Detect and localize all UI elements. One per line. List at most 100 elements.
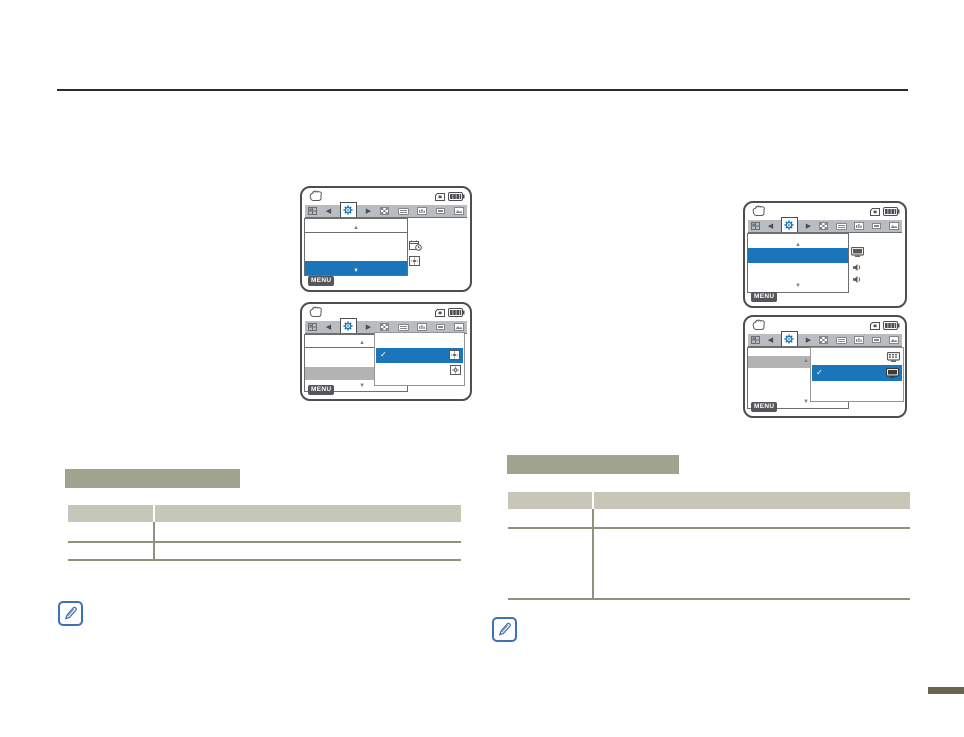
check-icon: ✓ <box>380 350 387 359</box>
check-icon: ✓ <box>816 368 823 377</box>
photo-tab-icon <box>453 323 464 331</box>
hand-grip-icon <box>308 190 323 202</box>
battery-full-icon <box>448 308 465 317</box>
photo-tab-icon <box>453 207 464 215</box>
menu-button: MENU <box>308 276 335 286</box>
tab-left-arrow-icon: ◀ <box>767 336 774 344</box>
battery-full-icon <box>448 192 465 201</box>
table-right-row <box>508 529 910 600</box>
scroll-up-icon: ▲ <box>795 242 801 248</box>
display-tab-icon <box>417 207 428 215</box>
usb-tab-icon <box>872 337 882 343</box>
option-popup: ✓ <box>810 347 904 402</box>
settings-tab-selected <box>780 331 798 346</box>
popup-option-row <box>375 363 464 378</box>
battery-full-icon <box>883 321 900 330</box>
header-rule <box>57 89 908 91</box>
speaker-icon <box>852 275 862 284</box>
scroll-down-icon: ▼ <box>795 283 801 289</box>
mode-grid-tab-icon <box>308 207 317 215</box>
menu-tab-bar: ◀ ▶ <box>305 318 467 334</box>
scroll-down-icon: ▼ <box>353 268 359 274</box>
table-left-row <box>68 522 461 543</box>
display-tab-icon <box>854 336 865 344</box>
scroll-up-icon: ▲ <box>353 225 359 231</box>
tv-display-icon <box>885 367 900 378</box>
tv-display-icon <box>850 246 865 257</box>
aspect-ratio-tab-icon <box>818 336 828 344</box>
menu-tab-bar: ◀ ▶ <box>748 331 902 347</box>
aspect-ratio-tab-icon <box>379 207 389 215</box>
usb-tab-icon <box>436 208 446 214</box>
hand-grip-icon <box>751 205 766 217</box>
option-popup: ✓ <box>374 332 465 386</box>
note-pencil-icon <box>58 601 83 626</box>
battery-full-icon <box>883 207 900 216</box>
mode-grid-tab-icon <box>751 222 760 230</box>
scroll-down-icon: ▼ <box>803 399 809 405</box>
tab-right-arrow-icon: ▶ <box>805 336 812 344</box>
popup-option-row <box>811 348 903 365</box>
storage-tab-icon <box>835 336 847 344</box>
aspect-ratio-tab-icon <box>818 222 828 230</box>
scroll-up-icon: ▲ <box>359 340 366 346</box>
selected-menu-row: ▼ <box>305 261 407 275</box>
status-indicators <box>870 321 900 330</box>
usb-tab-icon <box>436 324 446 330</box>
settings-gear-icon <box>343 321 354 331</box>
scroll-down-icon: ▼ <box>359 383 366 389</box>
tab-left-arrow-icon: ◀ <box>325 207 332 215</box>
date-time-icon <box>409 240 422 251</box>
mode-grid-tab-icon <box>308 323 317 331</box>
table-right-column-divider <box>592 509 594 600</box>
lcd-screen-settings-popup-1: ◀ ▶ ▲ ▼ ✓ MENU <box>300 302 472 401</box>
table-right-header-col1 <box>508 492 592 509</box>
memory-card-icon <box>870 321 880 330</box>
lcd-screen-settings-list-2: ◀ ▶ ▲ ▼ MENU <box>743 201 907 308</box>
usb-tab-icon <box>872 223 882 229</box>
popup-option-row <box>811 381 903 398</box>
section-title-bar-right <box>507 455 679 474</box>
status-indicators <box>435 308 465 317</box>
lcd-screen-settings-list-1: ◀ ▶ ▲ ▼ MENU <box>300 186 472 292</box>
popup-selected-option-row: ✓ <box>376 348 463 363</box>
lcd-screen-settings-popup-2: ◀ ▶ ▲ ▼ ✓ MENU <box>743 315 907 418</box>
lcd-option-icon <box>450 365 461 375</box>
menu-tab-bar: ◀ ▶ <box>305 202 467 218</box>
table-left-row <box>68 543 461 561</box>
storage-tab-icon <box>397 207 409 215</box>
display-tab-icon <box>417 323 428 331</box>
settings-gear-icon <box>784 220 795 230</box>
settings-gear-icon <box>343 205 354 215</box>
display-tab-icon <box>854 222 865 230</box>
scroll-up-icon: ▲ <box>803 358 809 364</box>
menu-tab-bar: ◀ ▶ <box>748 217 902 233</box>
aspect-ratio-tab-icon <box>379 323 389 331</box>
status-indicators <box>870 207 900 216</box>
photo-tab-icon <box>888 336 899 344</box>
memory-card-icon <box>870 207 880 216</box>
settings-menu-list: ▲ ▼ <box>304 218 408 276</box>
table-left-header-col2 <box>155 505 461 522</box>
section-title-bar-left <box>65 469 240 488</box>
table-left-column-divider <box>153 522 155 561</box>
table-right-row <box>508 509 910 529</box>
settings-tab-selected <box>339 318 357 333</box>
speaker-icon <box>852 263 862 272</box>
lcd-brightness-icon <box>409 256 420 266</box>
tab-right-arrow-icon: ▶ <box>365 323 372 331</box>
tab-right-arrow-icon: ▶ <box>365 207 372 215</box>
table-left-header-col1 <box>68 505 153 522</box>
hand-grip-icon <box>308 306 323 318</box>
storage-tab-icon <box>397 323 409 331</box>
list-row-divider <box>305 232 407 233</box>
table-right-header-col2 <box>594 492 910 509</box>
lcd-option-icon <box>449 350 460 360</box>
tab-left-arrow-icon: ◀ <box>767 222 774 230</box>
note-pencil-icon <box>492 617 517 642</box>
settings-tab-selected <box>339 202 357 217</box>
popup-option-row <box>375 333 464 348</box>
menu-button: MENU <box>751 292 778 302</box>
tab-left-arrow-icon: ◀ <box>325 323 332 331</box>
